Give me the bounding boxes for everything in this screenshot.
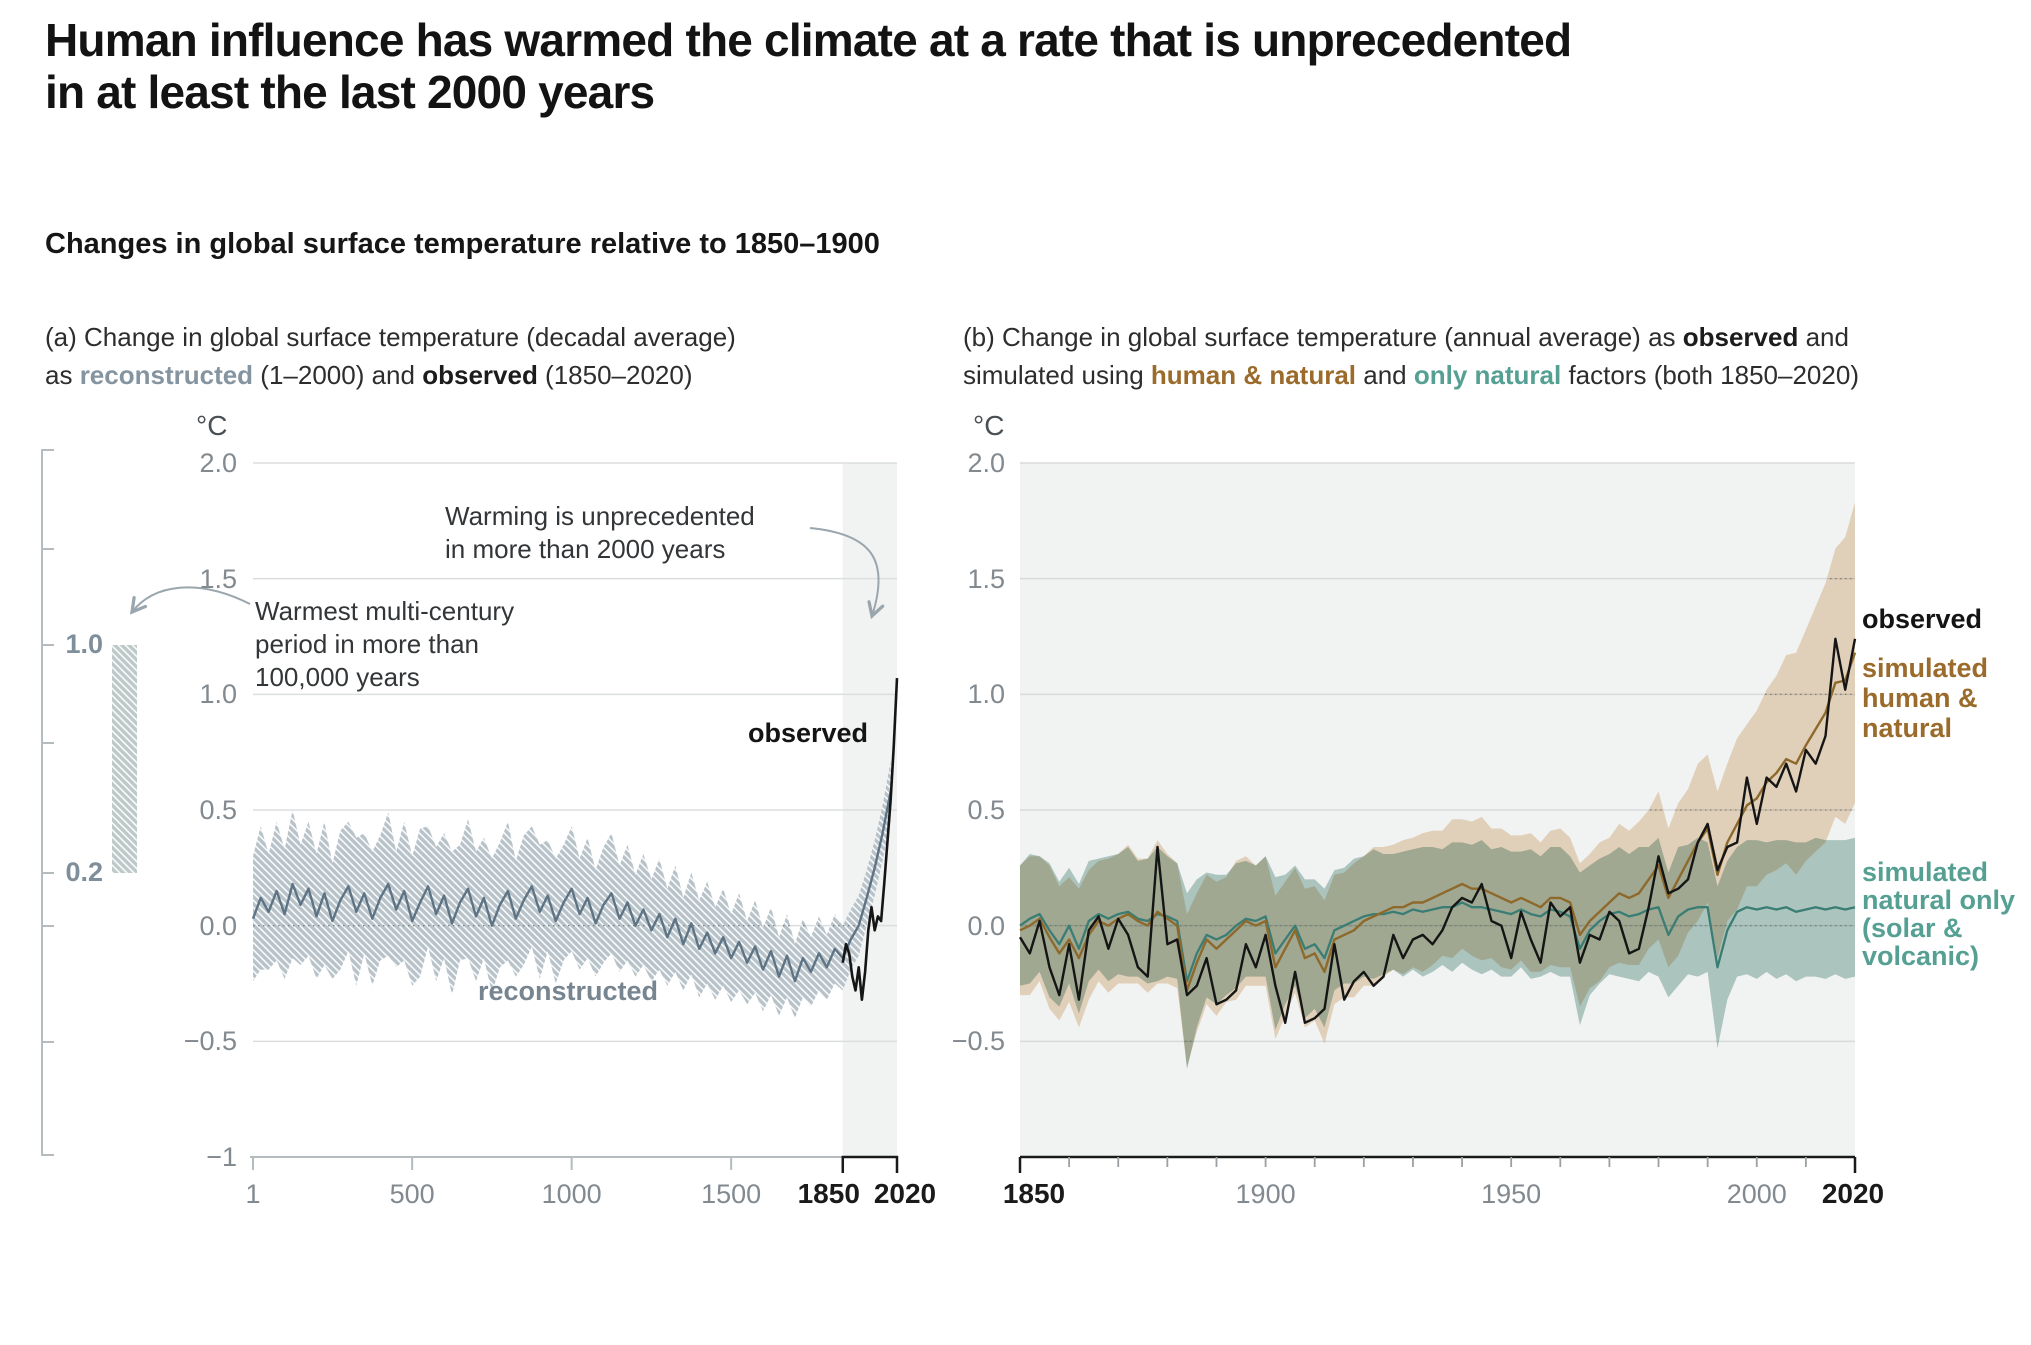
panel-a-caption-line1: (a) Change in global surface temperature… [45,322,736,352]
annotation-line: in more than 2000 years [445,534,726,564]
panel-b-x-tick-2000: 2000 [1726,1179,1787,1209]
only-natural-word: only natural [1413,360,1562,390]
caption-text: and [1356,360,1414,390]
panel-b-unit-label: °C [973,410,1005,441]
panel-b-y-tick-0.5: 0.5 [967,795,1005,825]
warming-arrow [809,527,885,620]
annotation-line: Warmest multi-century [255,596,515,626]
annotation-warming: Warming is unprecedented in more than 20… [445,500,755,566]
label-line: simulated [1862,653,1989,683]
annotation-warmest-period: Warmest multi-century period in more tha… [255,595,514,694]
panel-b-x-tick-1850: 1850 [1002,1178,1066,1209]
panel-a-y-tick-−0.5: −0.5 [183,1026,237,1057]
panel-b-caption: (b) Change in global surface temperature… [963,318,1859,394]
panel-a-x-tick-2020: 2020 [873,1178,937,1209]
observed-line-b [1018,637,1857,1024]
panel-a-observed-label: observed [748,718,869,748]
panel-b-human-natural-label: simulated human & natural [1862,653,1988,743]
sidebar-top-label: 1.0 [65,629,103,659]
highlight-bracket-1850-2020 [841,1155,899,1173]
label-line: volcanic) [1862,941,1980,971]
panel-b-plot [1018,462,1857,1173]
panel-a-y-tick-1.5: 1.5 [199,563,237,594]
sidebar-axis [41,449,54,1156]
label-line: human & [1862,683,1978,713]
panel-b-natural-only-label: simulated natural only (solar & volcanic… [1862,858,2015,970]
warmest-period-range-bar [112,645,137,873]
panel-a-y-tick-1.0: 1.0 [199,679,237,710]
panel-a-x-tick-500: 500 [389,1179,435,1209]
panel-b-caption-line1: (b) Change in global surface temperature… [963,318,1859,356]
panel-a-y-tick-0.5: 0.5 [199,795,237,825]
panel-a-reconstructed-label: reconstructed [478,976,659,1006]
caption-text: (1–2000) and [253,360,423,390]
panel-a-y-tick-2.0: 2.0 [199,448,237,478]
caption-text: and [1798,322,1849,352]
panel-b-y-tick-1.5: 1.5 [967,563,1005,594]
caption-text: simulated using [963,360,1151,390]
panel-a-caption-line2: as reconstructed (1–2000) and observed (… [45,356,736,394]
caption-text: (1850–2020) [537,360,693,390]
panel-a-x-tick-1500: 1500 [701,1179,762,1209]
page-title-line1: Human influence has warmed the climate a… [45,14,1572,66]
panel-b-x-tick-2020: 2020 [1821,1178,1885,1209]
figure-subtitle: Changes in global surface temperature re… [45,228,880,260]
caption-text: factors (both 1850–2020) [1561,360,1859,390]
panel-b-y-tick-0.0: 0.0 [967,910,1005,941]
annotation-line: period in more than [255,629,480,659]
panel-b-y-tick-−0.5: −0.5 [951,1026,1005,1057]
panel-a-x-tick-1850: 1850 [797,1178,860,1209]
warmest-arrow [129,586,251,615]
observed-word: observed [422,360,538,390]
human-natural-word: human & natural [1150,360,1357,390]
panel-a-unit-label: °C [196,410,228,441]
panel-a-caption: (a) Change in global surface temperature… [45,318,736,394]
label-line: simulated [1862,857,1989,887]
panel-b-x-tick-1950: 1950 [1481,1179,1542,1209]
annotation-line: Warming is unprecedented [445,501,755,531]
panel-b-y-tick-1.0: 1.0 [967,679,1005,710]
reconstructed-line [251,791,892,983]
observed-line-a [841,678,899,1001]
label-line: natural only [1862,885,2016,915]
caption-text: (b) Change in global surface temperature… [963,322,1683,352]
page-title-line2: in at least the last 2000 years [45,66,655,118]
panel-a-y-tick-0.0: 0.0 [199,910,237,941]
observed-word: observed [1682,322,1799,352]
panel-a-x-tick-1: 1 [245,1179,261,1209]
panel-a-plot [41,449,899,1173]
reconstructed-word: reconstructed [79,360,254,390]
panel-a-x-tick-1000: 1000 [541,1179,602,1209]
label-line: (solar & [1862,913,1963,943]
caption-text: as [45,360,80,390]
panel-a-y-tick-−1: −1 [206,1142,237,1172]
label-line: natural [1862,713,1953,743]
annotation-line: 100,000 years [255,662,420,692]
panel-b-x-tick-1900: 1900 [1235,1179,1296,1209]
natural-only-line [1019,901,1856,983]
panel-b-observed-label: observed [1862,604,1983,634]
panel-b-y-tick-2.0: 2.0 [967,448,1005,478]
sidebar-bottom-label: 0.2 [65,857,103,887]
panel-b-caption-line2: simulated using human & natural and only… [963,356,1859,394]
